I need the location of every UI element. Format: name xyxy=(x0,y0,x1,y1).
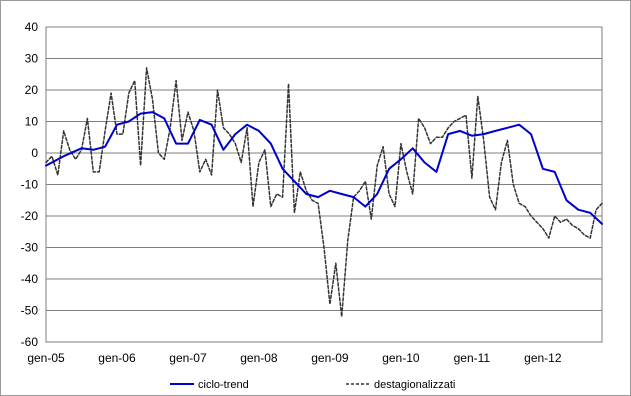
y-tick-label: -50 xyxy=(21,304,39,318)
x-tick-label: gen-06 xyxy=(98,351,136,365)
x-tick-label: gen-09 xyxy=(311,351,349,365)
series-line-ciclo-trend xyxy=(45,111,603,225)
y-tick-label: -30 xyxy=(21,241,39,255)
y-tick-label: 10 xyxy=(25,115,39,129)
x-tick-label: gen-12 xyxy=(524,351,562,365)
plot-area-border xyxy=(45,26,603,343)
y-tick-label: -10 xyxy=(21,178,39,192)
y-tick-label: -40 xyxy=(21,272,39,286)
series-line-destagionalizzati xyxy=(45,67,603,318)
x-tick-label: gen-11 xyxy=(454,351,491,365)
x-tick-label: gen-10 xyxy=(382,351,420,365)
y-tick-label: -60 xyxy=(21,335,39,349)
y-tick-label: -20 xyxy=(21,209,39,223)
y-tick-label: 0 xyxy=(31,146,38,160)
x-tick-label: gen-07 xyxy=(169,351,207,365)
y-tick-label: 30 xyxy=(25,52,39,66)
legend-label-ciclo-trend: ciclo-trend xyxy=(198,379,249,391)
legend-label-destagionalizzati: destagionalizzati xyxy=(374,379,455,391)
y-tick-label: 20 xyxy=(25,83,39,97)
x-tick-label: gen-08 xyxy=(240,351,278,365)
y-tick-label: 40 xyxy=(25,20,39,34)
x-tick-label: gen-05 xyxy=(27,351,65,365)
